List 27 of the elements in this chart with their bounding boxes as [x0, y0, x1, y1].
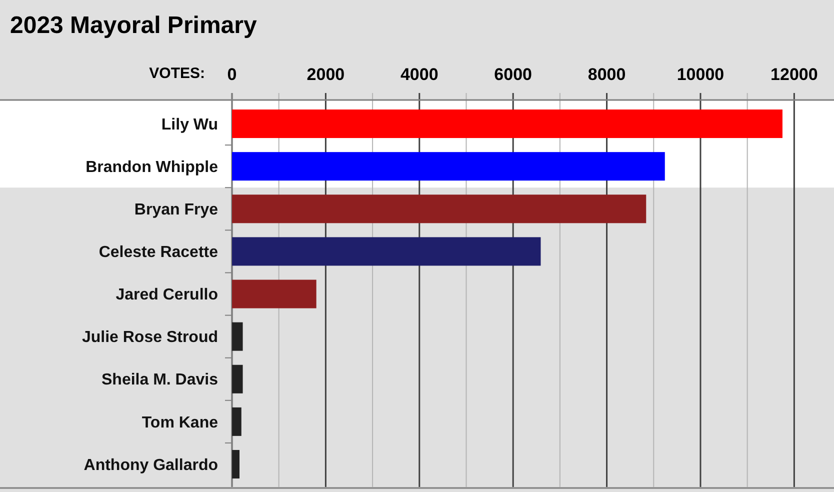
y-tick-label: Bryan Frye — [134, 201, 218, 218]
x-tick-label: 8000 — [588, 65, 626, 84]
x-tick-label: 12000 — [770, 65, 818, 84]
x-tick-label: 0 — [227, 65, 237, 84]
x-axis-title: VOTES: — [149, 65, 205, 82]
bar — [232, 364, 243, 394]
bar — [232, 322, 243, 351]
y-tick-label: Jared Cerullo — [116, 286, 218, 304]
bar — [232, 152, 665, 181]
y-tick-label: Tom Kane — [142, 414, 218, 432]
x-tick-label: 10000 — [676, 65, 724, 84]
y-tick-label: Julie Rose Stroud — [82, 329, 218, 346]
bar — [232, 450, 240, 478]
y-tick-label: Anthony Gallardo — [84, 456, 218, 474]
y-tick-label: Lily Wu — [161, 116, 218, 134]
y-tick-label: Sheila M. Davis — [102, 372, 218, 389]
x-tick-label: 2000 — [306, 65, 345, 84]
y-tick-label: Brandon Whipple — [86, 158, 218, 176]
x-tick-label: 6000 — [494, 65, 532, 84]
chart-title: 2023 Mayoral Primary — [10, 12, 258, 39]
x-tick-label: 4000 — [400, 65, 438, 84]
bar — [232, 280, 316, 308]
y-tick-label: Celeste Racette — [98, 244, 218, 262]
bar — [232, 194, 646, 224]
bar — [232, 237, 541, 266]
bar — [232, 407, 242, 436]
bar — [232, 110, 782, 138]
